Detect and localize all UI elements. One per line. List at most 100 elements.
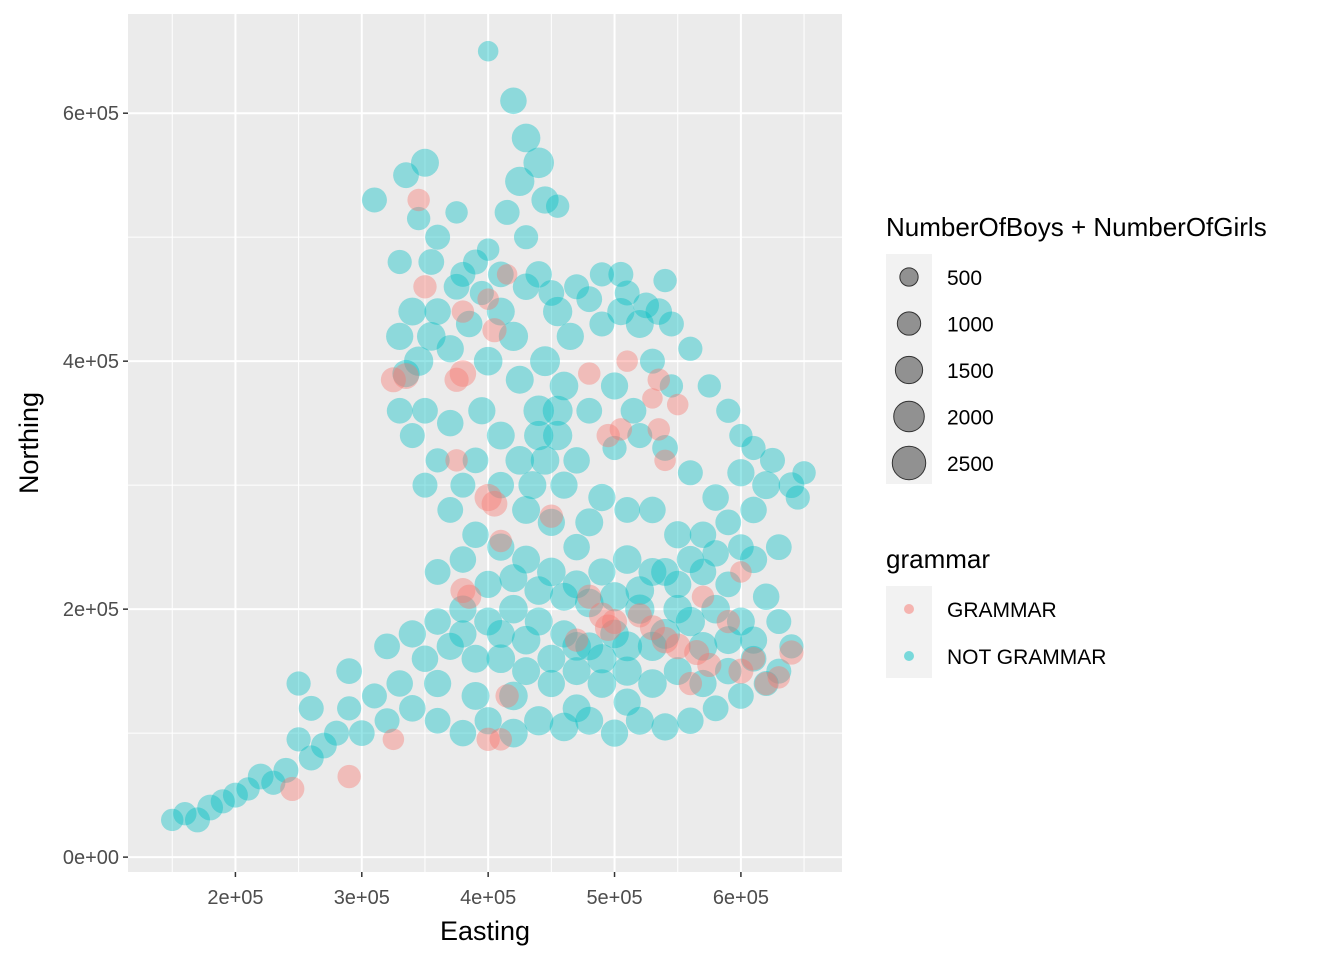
not-grammar-point <box>398 297 427 326</box>
not-grammar-point <box>222 782 248 808</box>
not-grammar-point <box>739 545 768 574</box>
not-grammar-point <box>486 644 516 674</box>
not-grammar-point <box>607 297 635 326</box>
not-grammar-point <box>424 559 451 585</box>
not-grammar-point <box>778 472 805 499</box>
grammar-point <box>564 628 589 652</box>
not-grammar-point <box>449 620 477 648</box>
size-legend-key <box>899 267 919 287</box>
not-grammar-point <box>633 292 660 319</box>
not-grammar-point <box>650 618 681 649</box>
not-grammar-point <box>537 669 565 698</box>
grammar-point <box>594 614 622 642</box>
grammar-point <box>578 362 601 385</box>
not-grammar-point <box>424 707 451 734</box>
not-grammar-point <box>494 199 520 225</box>
not-grammar-point <box>663 657 692 686</box>
not-grammar-point <box>477 40 499 62</box>
not-grammar-point <box>612 545 642 574</box>
not-grammar-point <box>549 712 579 742</box>
not-grammar-point <box>688 632 718 661</box>
not-grammar-point <box>173 802 197 826</box>
not-grammar-point <box>625 576 655 605</box>
grammar-point <box>280 776 305 802</box>
not-grammar-point <box>702 695 729 722</box>
not-grammar-point <box>197 794 224 821</box>
not-grammar-point <box>518 471 547 500</box>
not-grammar-point <box>449 719 477 747</box>
not-grammar-point <box>549 371 579 401</box>
not-grammar-point <box>575 508 604 537</box>
not-grammar-point <box>411 645 439 673</box>
not-grammar-point <box>530 446 560 475</box>
not-grammar-point <box>406 206 431 231</box>
not-grammar-point <box>563 533 590 561</box>
grammar-point <box>691 585 715 608</box>
not-grammar-point <box>639 348 665 374</box>
not-grammar-point <box>659 374 684 398</box>
not-grammar-point <box>524 420 554 451</box>
grammar-point <box>380 367 406 393</box>
y-tick-label: 4e+05 <box>63 351 119 373</box>
not-grammar-point <box>542 395 573 426</box>
not-grammar-point <box>247 763 274 790</box>
not-grammar-point <box>675 606 706 637</box>
not-grammar-point <box>523 147 554 179</box>
grammar-point <box>728 658 754 684</box>
not-grammar-point <box>462 447 489 474</box>
not-grammar-point <box>726 607 755 636</box>
grammar-point <box>588 602 615 629</box>
x-axis-title: Easting <box>440 916 530 946</box>
not-grammar-point <box>651 713 679 741</box>
not-grammar-point <box>530 346 560 377</box>
y-tick-label: 6e+05 <box>63 103 119 125</box>
not-grammar-point <box>386 670 413 697</box>
not-grammar-point <box>436 409 464 437</box>
size-legend-label: 2500 <box>947 453 994 476</box>
not-grammar-point <box>399 423 425 449</box>
grammar-point <box>779 640 804 665</box>
not-grammar-point <box>487 261 514 288</box>
not-grammar-point <box>714 657 742 685</box>
not-grammar-point <box>664 521 692 549</box>
not-grammar-point <box>613 688 641 716</box>
not-grammar-point <box>689 558 717 586</box>
not-grammar-point <box>498 321 529 352</box>
grammar-point <box>666 393 689 416</box>
not-grammar-point <box>399 695 426 722</box>
not-grammar-point <box>499 594 528 624</box>
color-legend-label: NOT GRAMMAR <box>947 646 1106 669</box>
not-grammar-point <box>689 521 717 549</box>
not-grammar-point <box>600 372 629 400</box>
size-legend-label: 2000 <box>947 407 994 430</box>
not-grammar-point <box>752 471 781 500</box>
x-tick-label: 4e+05 <box>460 887 516 909</box>
size-legend-key <box>894 355 924 385</box>
not-grammar-point <box>614 497 641 523</box>
not-grammar-point <box>658 311 684 337</box>
y-tick-label: 2e+05 <box>63 599 119 621</box>
grammar-point <box>616 350 638 372</box>
grammar-point <box>716 609 740 634</box>
not-grammar-point <box>505 166 535 197</box>
not-grammar-point <box>298 745 324 771</box>
not-grammar-point <box>449 595 477 623</box>
not-grammar-point <box>450 472 476 498</box>
not-grammar-point <box>645 298 673 325</box>
grammar-point <box>642 388 663 409</box>
not-grammar-point <box>701 594 730 624</box>
not-grammar-point <box>545 194 570 218</box>
not-grammar-point <box>386 322 414 351</box>
grammar-point <box>647 368 670 392</box>
not-grammar-point <box>576 397 603 424</box>
not-grammar-point <box>562 632 591 661</box>
grammar-point <box>482 318 507 343</box>
grammar-point <box>496 264 518 285</box>
not-grammar-point <box>425 224 451 250</box>
not-grammar-point <box>387 249 412 275</box>
not-grammar-point <box>337 696 362 721</box>
not-grammar-point <box>663 594 693 624</box>
x-tick-label: 3e+05 <box>334 887 390 909</box>
not-grammar-point <box>499 718 528 748</box>
